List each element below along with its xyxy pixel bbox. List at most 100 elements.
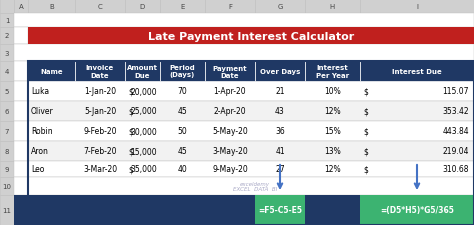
Bar [0,101,14,122]
Text: 3-Mar-20: 3-Mar-20 [83,165,117,174]
Bar [14,14,474,28]
Text: 3-May-20: 3-May-20 [212,147,248,156]
Bar [305,195,360,225]
Bar [0,62,14,82]
Text: Name: Name [40,69,63,75]
Text: $: $ [363,147,368,156]
Text: 6: 6 [5,108,9,115]
Bar [0,0,14,14]
Text: 50: 50 [178,127,187,136]
Text: Robin: Robin [31,127,53,136]
Text: 45: 45 [178,107,187,116]
Text: 25,000: 25,000 [130,107,157,116]
Text: Invoice
Date: Invoice Date [86,65,114,78]
Bar [205,0,255,14]
Bar [0,141,14,161]
Bar [28,82,474,101]
Text: exceldemy
EXCEL  DATA  BI: exceldemy EXCEL DATA BI [233,181,277,191]
Text: 35,000: 35,000 [130,165,157,174]
Bar [125,62,160,82]
Bar [14,195,255,225]
Text: $: $ [128,107,133,116]
Text: 1: 1 [5,18,9,24]
Text: 219.04: 219.04 [443,147,469,156]
Bar [28,28,474,45]
Text: 1-Apr-20: 1-Apr-20 [214,87,246,96]
Bar [255,195,305,225]
Bar [14,101,28,122]
Bar [14,122,28,141]
Text: 41: 41 [275,147,285,156]
Bar [28,101,474,122]
Bar [360,0,474,14]
Text: 43: 43 [275,107,285,116]
Bar [0,28,14,45]
Text: 15,000: 15,000 [130,147,157,156]
Bar [14,62,28,82]
Text: Interest Due: Interest Due [392,69,442,75]
Bar [14,28,28,45]
Text: Amount
Due: Amount Due [127,65,158,78]
Text: 30,000: 30,000 [130,127,157,136]
Text: 5-Jan-20: 5-Jan-20 [84,107,116,116]
Text: 9: 9 [5,166,9,172]
Bar [28,122,474,141]
Text: 13%: 13% [324,147,341,156]
Bar [0,195,14,225]
Bar [255,62,305,82]
Bar [0,161,14,177]
Text: 3: 3 [5,50,9,56]
Text: Luka: Luka [31,87,49,96]
Text: $: $ [363,107,368,116]
Bar [14,141,28,161]
Text: =(D5*H5)*G5/365: =(D5*H5)*G5/365 [380,206,454,215]
Bar [160,62,205,82]
Bar [305,0,360,14]
Text: 21: 21 [275,87,285,96]
Text: =F5-C5-E5: =F5-C5-E5 [258,206,302,215]
Bar [28,62,75,82]
Bar [75,62,125,82]
Text: 2: 2 [5,33,9,39]
Text: Period
(Days): Period (Days) [170,65,195,78]
Text: $: $ [128,127,133,136]
Text: 27: 27 [275,165,285,174]
Text: 310.68: 310.68 [443,165,469,174]
Bar [360,62,474,82]
Text: Interest
Per Year: Interest Per Year [316,65,349,78]
Bar [28,62,474,225]
Text: 5: 5 [5,89,9,94]
Bar [28,0,75,14]
Text: Payment
Date: Payment Date [213,65,247,78]
Text: Aron: Aron [31,147,49,156]
Text: 7-Feb-20: 7-Feb-20 [83,147,117,156]
Text: 15%: 15% [324,127,341,136]
Text: 5-May-20: 5-May-20 [212,127,248,136]
Bar [0,45,14,62]
Text: H: H [330,4,335,10]
Text: 7: 7 [5,128,9,134]
Bar [0,14,14,28]
Bar [160,0,205,14]
Text: A: A [18,4,23,10]
Bar [255,0,305,14]
Text: 20,000: 20,000 [130,87,157,96]
Text: 11: 11 [2,207,11,213]
Text: 10: 10 [2,183,11,189]
Text: F: F [228,4,232,10]
Text: 353.42: 353.42 [442,107,469,116]
Bar [360,195,474,225]
Bar [14,0,28,14]
Text: G: G [277,4,283,10]
Text: 1-Jan-20: 1-Jan-20 [84,87,116,96]
Bar [0,177,14,195]
Bar [75,0,125,14]
Text: I: I [416,4,418,10]
Text: 40: 40 [178,165,187,174]
Text: 45: 45 [178,147,187,156]
Bar [0,122,14,141]
Text: 9-Feb-20: 9-Feb-20 [83,127,117,136]
Text: Over Days: Over Days [260,69,300,75]
Text: $: $ [363,87,368,96]
Bar [305,62,360,82]
